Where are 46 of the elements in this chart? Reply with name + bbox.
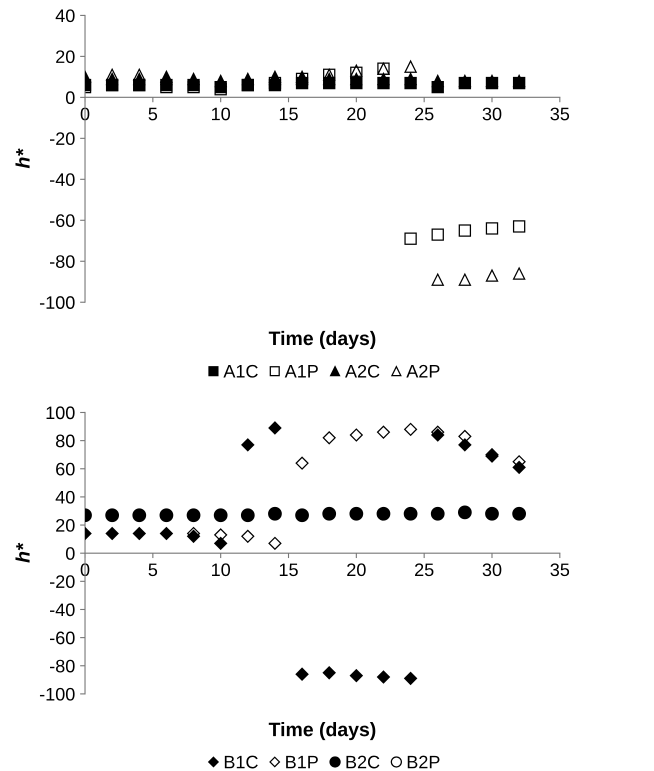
y-tick-label: 0 xyxy=(66,91,75,104)
x-tick-label: 20 xyxy=(347,108,366,120)
legend-label: B2P xyxy=(408,756,440,768)
x-axis-title: Time (days) xyxy=(268,722,376,740)
y-tick-label: 80 xyxy=(56,434,75,448)
y-axis-title: h* xyxy=(15,542,30,563)
legend-label: A2P xyxy=(406,364,440,378)
legend-label: B2C xyxy=(346,756,380,768)
x-tick-label: 35 xyxy=(550,108,570,120)
y-tick-label: -60 xyxy=(50,214,75,228)
x-tick-label: 35 xyxy=(550,563,570,576)
x-tick-label: 15 xyxy=(280,564,298,576)
x-axis-title: Time (days) xyxy=(268,330,376,350)
x-tick-label: 30 xyxy=(482,108,502,120)
y-tick-label: 60 xyxy=(56,462,75,476)
x-tick-label: 10 xyxy=(212,563,230,576)
y-tick-label: -100 xyxy=(40,688,75,701)
x-tick-label: 10 xyxy=(212,108,230,120)
y-tick-label: 40 xyxy=(56,490,75,504)
y-tick-label: -80 xyxy=(50,255,75,268)
y-axis-title: h* xyxy=(15,148,30,168)
y-tick-label: -80 xyxy=(50,660,75,672)
x-tick-label: 25 xyxy=(415,563,434,576)
x-tick-label: 5 xyxy=(148,108,158,120)
y-tick-label: -20 xyxy=(50,132,75,146)
y-tick-label: 0 xyxy=(66,547,75,560)
legend-label: B1P xyxy=(286,756,318,768)
legend-label: A2C xyxy=(345,364,380,378)
y-tick-label: -40 xyxy=(50,603,75,616)
legend-label: B1C xyxy=(224,756,258,768)
y-tick-label: 40 xyxy=(56,9,75,22)
x-tick-label: 15 xyxy=(280,108,298,120)
x-tick-label: 25 xyxy=(415,108,434,120)
y-tick-label: 20 xyxy=(56,518,75,532)
y-tick-label: -60 xyxy=(50,632,75,644)
y-tick-label: 100 xyxy=(46,406,75,420)
x-tick-label: 20 xyxy=(347,563,366,576)
y-tick-label: 20 xyxy=(56,50,75,64)
y-tick-label: -40 xyxy=(50,173,75,186)
y-tick-label: -100 xyxy=(40,296,75,309)
legend-label: A1C xyxy=(223,364,258,378)
x-tick-label: 30 xyxy=(482,563,502,576)
x-tick-label: 0 xyxy=(80,563,90,576)
x-tick-label: 5 xyxy=(148,564,158,576)
legend-label: A1P xyxy=(284,365,318,378)
y-tick-label: -20 xyxy=(50,575,75,588)
